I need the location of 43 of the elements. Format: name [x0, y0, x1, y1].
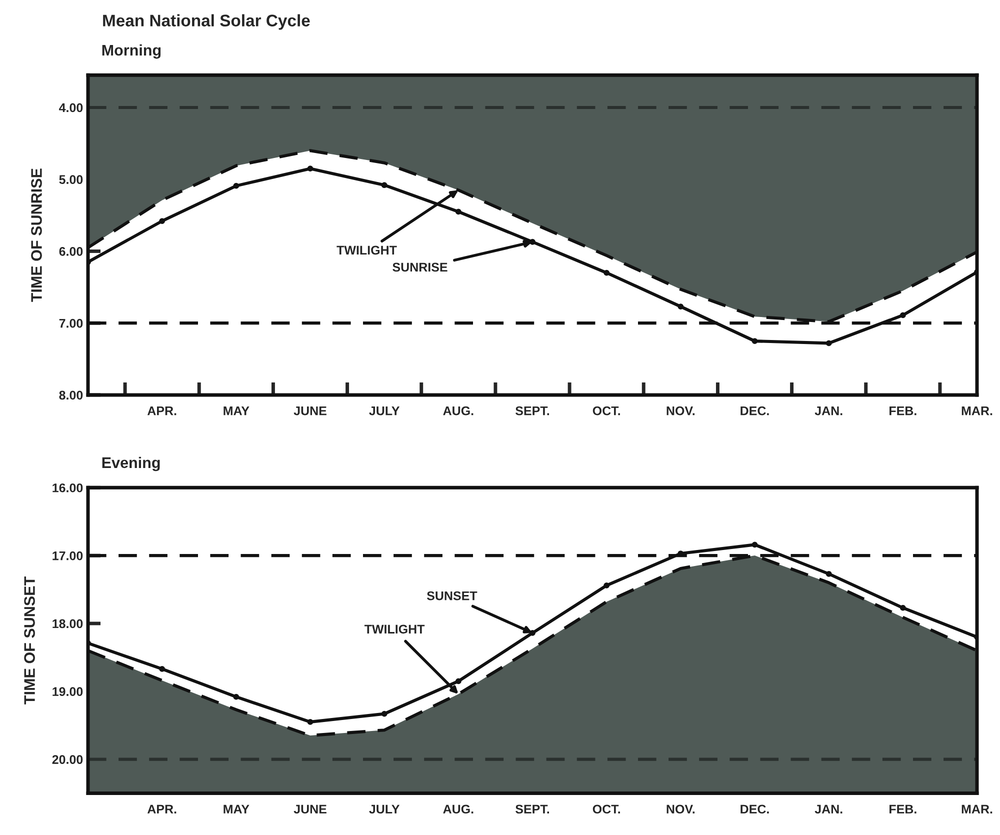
- x-tick-label: MAY: [224, 804, 250, 814]
- x-tick-label: JAN.: [814, 804, 842, 814]
- chart-subtitle: Evening: [102, 456, 160, 472]
- y-tick-label: 4.00: [59, 103, 83, 112]
- y-tick-label: 17.00: [52, 551, 83, 560]
- x-tick-label: MAY: [224, 406, 250, 416]
- y-tick-label: 16.00: [52, 483, 83, 492]
- x-tick-label: OCT.: [592, 804, 620, 814]
- x-tick-label: AUG.: [443, 406, 474, 416]
- x-tick-label: JULY: [369, 406, 400, 416]
- chart-title: Mean National Solar Cycle: [103, 14, 310, 30]
- x-tick-label: SEPT.: [515, 804, 550, 814]
- y-tick-label: 8.00: [59, 390, 83, 400]
- y-tick-label: 18.00: [52, 619, 83, 628]
- x-tick-label: MAR.: [962, 804, 992, 814]
- x-tick-label: FEB.: [890, 406, 916, 416]
- x-tick-label: AUG.: [443, 804, 474, 814]
- y-tick-label: 20.00: [52, 755, 83, 764]
- x-tick-label: JAN.: [814, 406, 842, 416]
- x-tick-label: JULY: [369, 804, 400, 814]
- annotation: SUNRISE: [392, 262, 448, 272]
- y-tick-label: 6.00: [59, 247, 83, 256]
- annotation: SUNSET: [426, 591, 478, 600]
- y-tick-label: 7.00: [59, 318, 83, 328]
- x-tick-label: MAR.: [962, 406, 992, 416]
- y-tick-label: 19.00: [52, 687, 83, 696]
- y-axis-title: TIME OF SUNRISE: [31, 168, 42, 302]
- x-tick-label: DEC.: [740, 804, 769, 814]
- x-tick-label: DEC.: [740, 406, 769, 416]
- annotation: TWILIGHT: [364, 624, 425, 634]
- x-tick-label: JUNE: [294, 804, 326, 814]
- chart-subtitle: Morning: [102, 44, 161, 59]
- x-tick-label: APR.: [147, 804, 176, 814]
- x-tick-label: SEPT.: [515, 406, 550, 416]
- x-tick-label: JUNE: [294, 406, 326, 416]
- y-axis-title: TIME OF SUNSET: [24, 576, 35, 704]
- x-tick-label: NOV.: [666, 406, 695, 416]
- x-tick-label: OCT.: [592, 406, 620, 416]
- annotation: TWILIGHT: [336, 246, 397, 255]
- x-tick-label: APR.: [147, 406, 176, 416]
- x-tick-label: FEB.: [890, 804, 916, 814]
- x-tick-label: NOV.: [666, 804, 695, 814]
- y-tick-label: 5.00: [59, 175, 83, 184]
